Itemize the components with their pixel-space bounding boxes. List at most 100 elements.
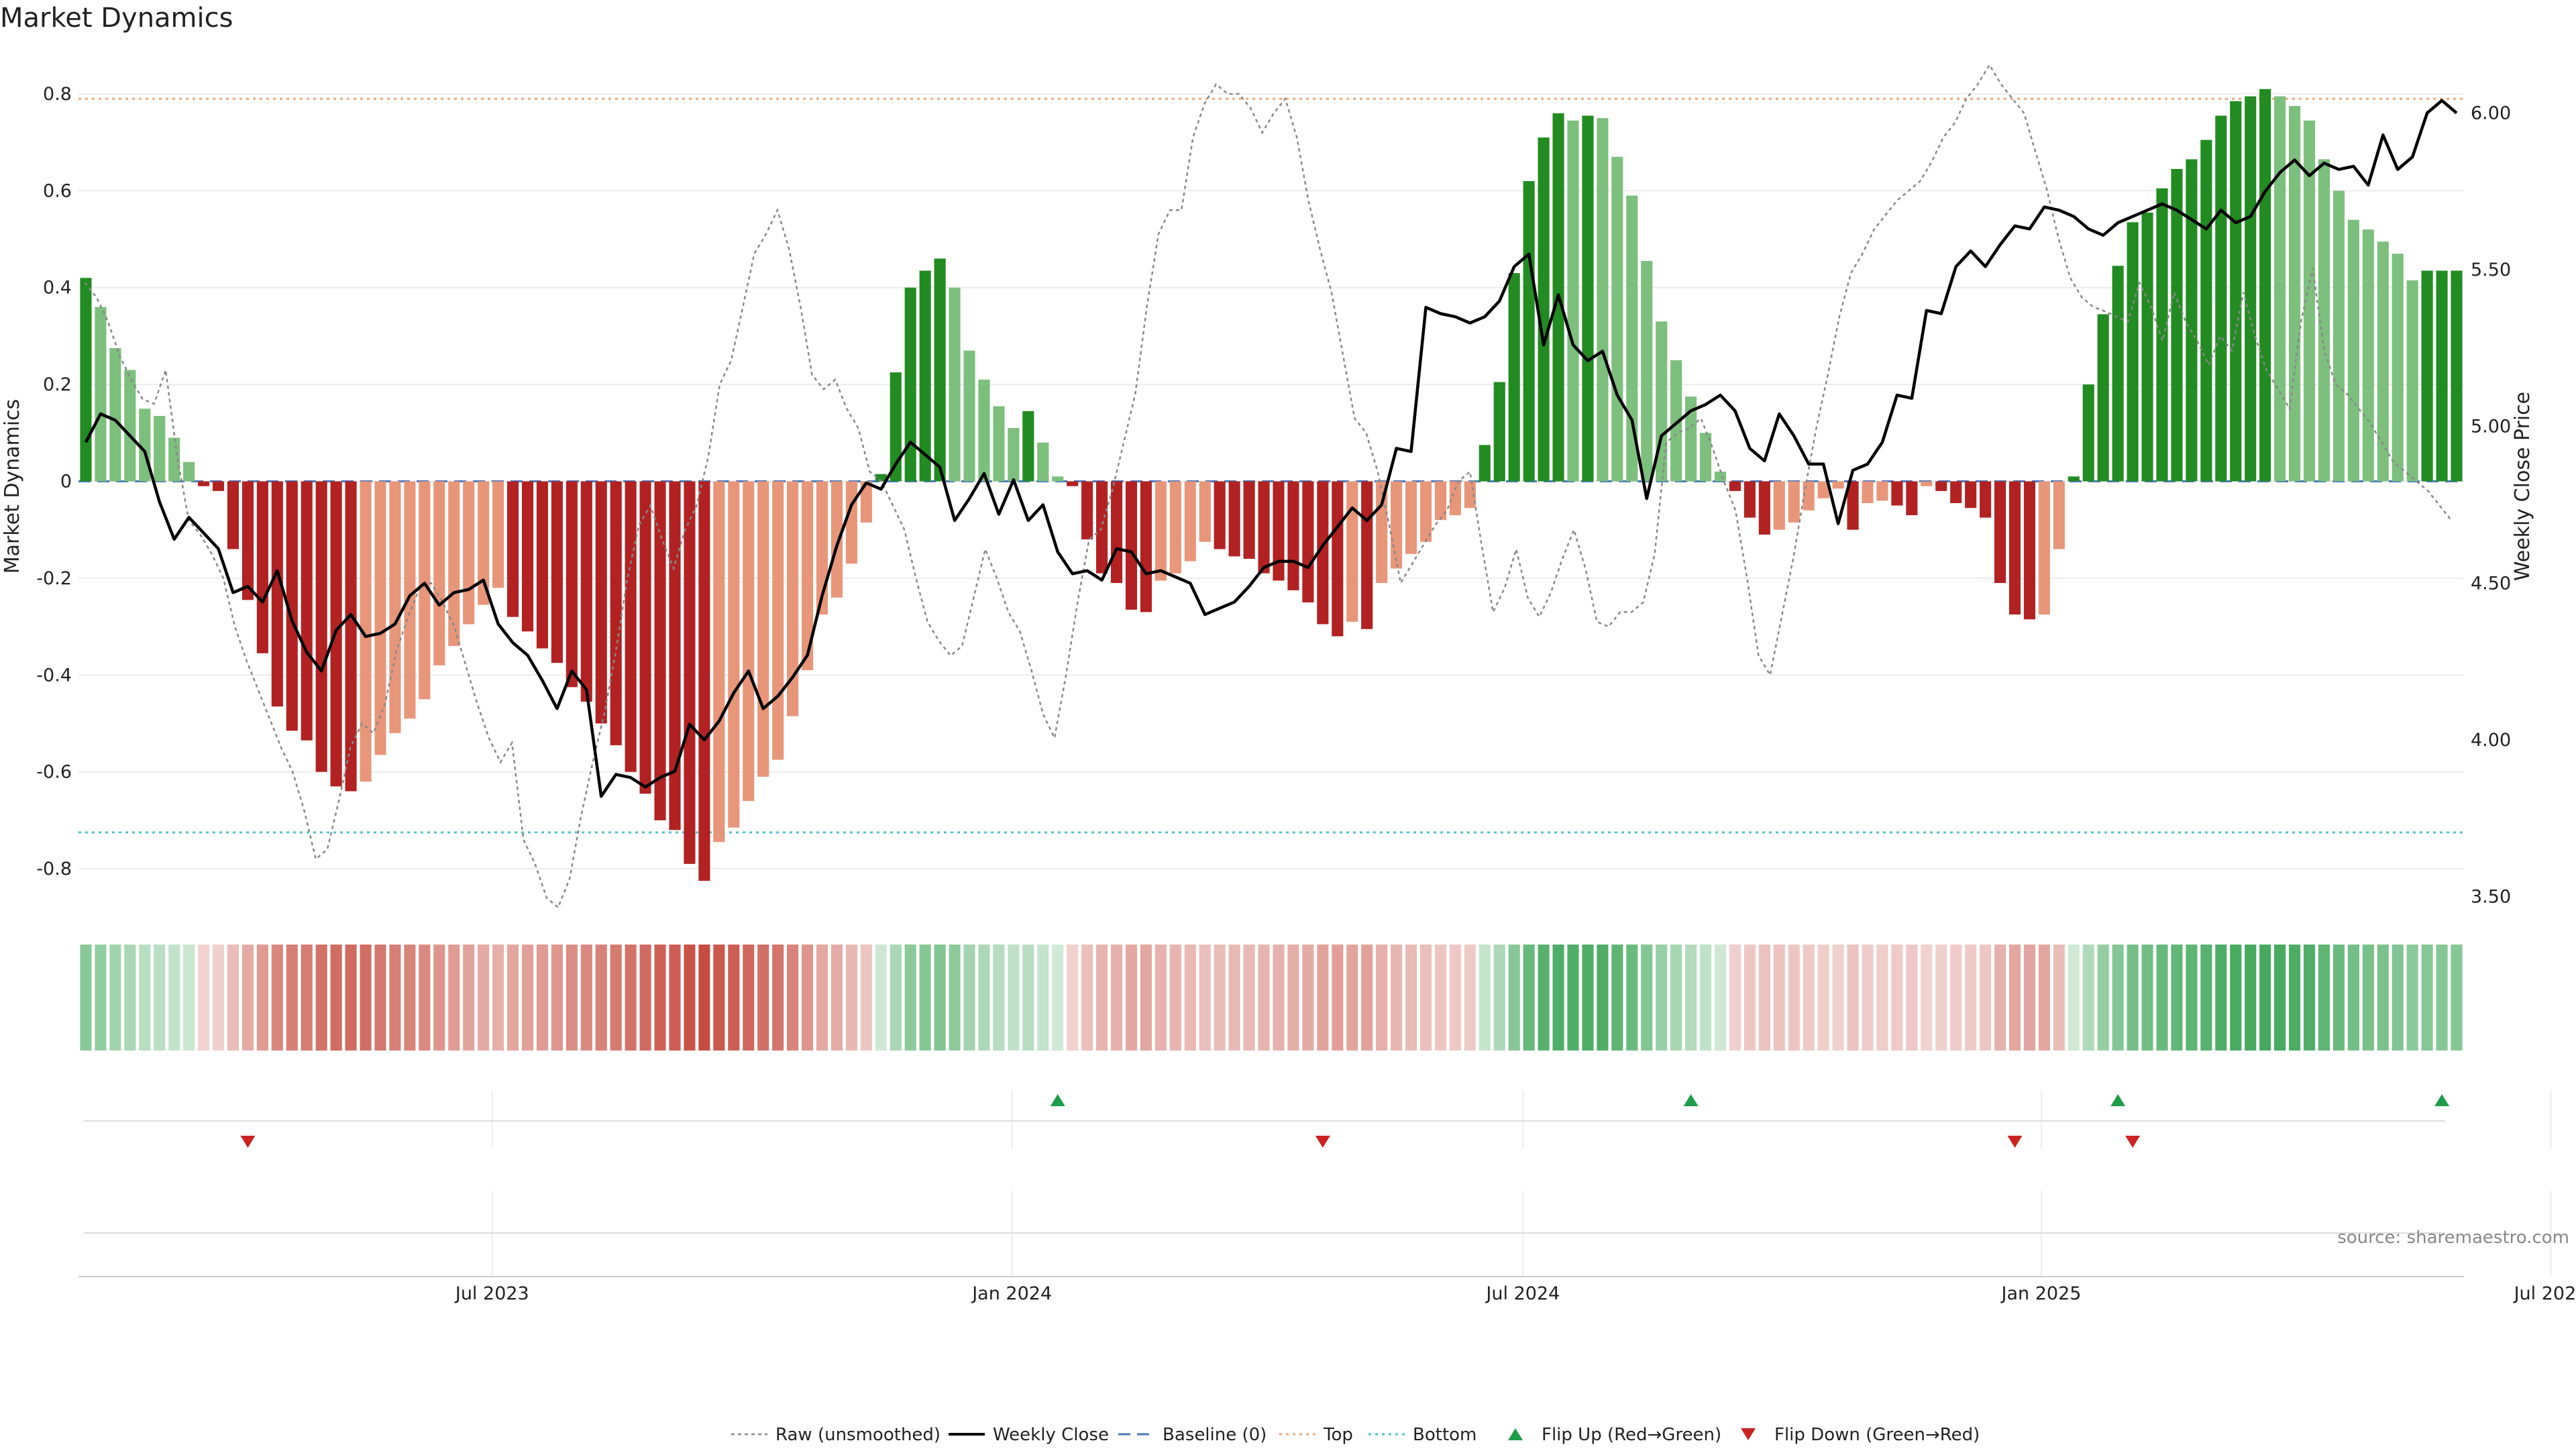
- momentum-bar: [419, 481, 431, 700]
- heat-cell: [1832, 945, 1844, 1051]
- heat-cell: [1921, 945, 1933, 1051]
- heat-cell: [1228, 945, 1240, 1051]
- heat-cell: [1862, 945, 1874, 1051]
- heat-cell: [757, 945, 769, 1051]
- momentum-bar: [1714, 472, 1727, 482]
- heat-cell: [610, 945, 622, 1051]
- momentum-bar: [463, 481, 475, 625]
- momentum-bar: [492, 481, 504, 588]
- heat-cell: [1067, 945, 1079, 1051]
- right-tick-label: 5.50: [2471, 260, 2511, 280]
- momentum-bar: [109, 347, 121, 482]
- flip-down-marker: [2125, 1136, 2141, 1148]
- heat-cell: [506, 945, 519, 1051]
- flip-up-marker: [1683, 1094, 1699, 1106]
- momentum-bar: [830, 481, 843, 598]
- flip-up-marker: [2110, 1094, 2126, 1106]
- heat-cell: [1184, 945, 1196, 1051]
- heat-cell: [2215, 945, 2227, 1051]
- right-tick-label: 3.50: [2471, 887, 2511, 908]
- momentum-bar: [1582, 115, 1594, 482]
- legend-label: Weekly Close: [993, 1425, 1109, 1445]
- heat-cell: [1582, 945, 1594, 1051]
- heat-cell: [1965, 945, 1977, 1051]
- momentum-bar: [2112, 266, 2124, 482]
- heat-cell: [1287, 945, 1299, 1051]
- momentum-bar: [1493, 382, 1505, 482]
- momentum-bar: [2127, 222, 2139, 482]
- heat-cell: [271, 945, 283, 1051]
- momentum-bar: [1199, 481, 1211, 542]
- heat-cell: [1699, 945, 1712, 1051]
- heat-cell: [1729, 945, 1741, 1051]
- x-tick-label: Jul 2023: [454, 1283, 529, 1304]
- flip-down-marker: [1315, 1136, 1330, 1148]
- heat-cell: [1199, 945, 1211, 1051]
- heat-cell: [241, 945, 254, 1051]
- x-tick-label: Jul 2024: [1485, 1283, 1560, 1304]
- momentum-bar: [934, 258, 946, 482]
- legend-label: Top: [1323, 1425, 1353, 1445]
- heat-cell: [301, 945, 313, 1051]
- heat-cell: [183, 945, 195, 1051]
- heat-cell: [1169, 945, 1181, 1051]
- right-tick-label: 5.00: [2471, 417, 2511, 437]
- momentum-bar: [1405, 481, 1417, 554]
- heat-cell: [713, 945, 725, 1051]
- momentum-bar: [1965, 481, 1977, 508]
- left-tick-label: 0.2: [43, 374, 72, 395]
- heat-cell: [2436, 945, 2448, 1051]
- momentum-bar: [1847, 481, 1859, 530]
- momentum-bar: [1140, 481, 1152, 612]
- momentum-bar: [1434, 481, 1446, 521]
- heat-cell: [639, 945, 651, 1051]
- heat-cell: [2347, 945, 2359, 1051]
- momentum-bar: [433, 481, 445, 665]
- heat-cell: [1096, 945, 1108, 1051]
- momentum-bar: [1906, 481, 1918, 516]
- momentum-bar: [1008, 428, 1020, 482]
- legend-item-baseline: Baseline (0): [1118, 1425, 1267, 1445]
- momentum-bar: [1096, 481, 1108, 574]
- heat-cell: [875, 945, 887, 1051]
- heat-cell: [1758, 945, 1770, 1051]
- momentum-bar: [1258, 481, 1270, 574]
- momentum-bars: [80, 89, 2463, 881]
- heat-cell: [830, 945, 843, 1051]
- x-tick-label: Jul 2025: [2513, 1283, 2576, 1304]
- heat-cell: [904, 945, 916, 1051]
- momentum-bar: [1626, 195, 1638, 482]
- momentum-bar: [1980, 481, 1992, 518]
- momentum-bar: [728, 481, 740, 828]
- momentum-bar: [256, 481, 268, 653]
- momentum-bar: [654, 481, 666, 820]
- momentum-bar: [506, 481, 519, 617]
- price-lines: [84, 63, 2458, 909]
- heat-cell: [684, 945, 696, 1051]
- momentum-bar: [1891, 481, 1903, 506]
- momentum-bar: [1155, 481, 1167, 581]
- heat-cell: [360, 945, 372, 1051]
- heat-cell: [1626, 945, 1638, 1051]
- source-note: source: sharemaestro.com: [2337, 1228, 2569, 1248]
- momentum-bar: [1273, 481, 1285, 581]
- heat-cell: [2200, 945, 2212, 1051]
- heat-cell: [330, 945, 342, 1051]
- heat-cell: [109, 945, 121, 1051]
- heat-cell: [2097, 945, 2109, 1051]
- heat-strip: [80, 945, 2463, 1051]
- momentum-bar: [1950, 481, 1962, 503]
- heat-cell: [1332, 945, 1344, 1051]
- momentum-bar: [271, 481, 283, 707]
- heat-cell: [1950, 945, 1962, 1051]
- momentum-bar: [669, 481, 681, 830]
- x-axis: Jul 2023 Jan 2024 Jul 2024 Jan 2025 Jul 2025: [78, 1191, 2576, 1304]
- momentum-bar: [1758, 481, 1770, 535]
- momentum-bar: [1361, 481, 1373, 629]
- momentum-bar: [1743, 481, 1756, 518]
- heat-cell: [2377, 945, 2389, 1051]
- heat-cell: [478, 945, 490, 1051]
- heat-cell: [2230, 945, 2242, 1051]
- momentum-bar: [1788, 481, 1800, 523]
- heat-cell: [1125, 945, 1138, 1051]
